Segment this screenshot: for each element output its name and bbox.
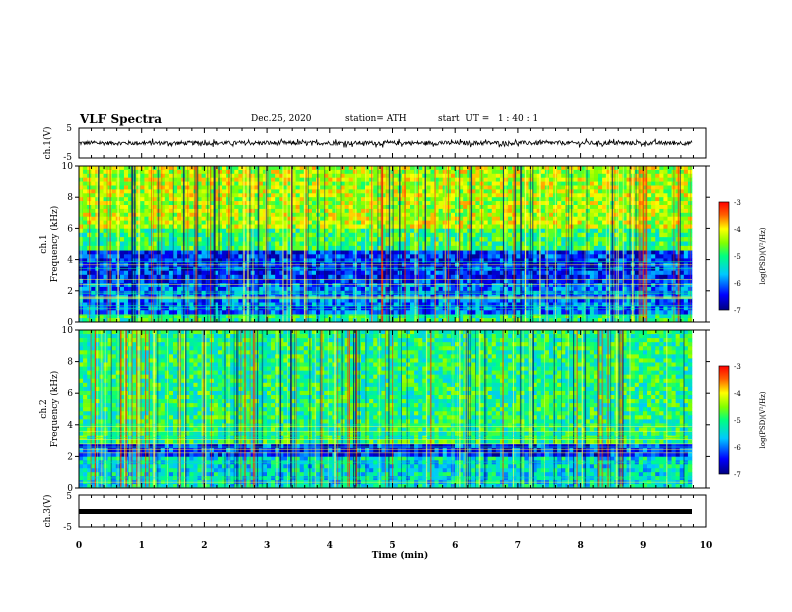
xtick-label: 3	[264, 541, 270, 551]
ch2-yticks: 0 2 4 6 8 10	[62, 326, 710, 494]
ytick-label: 4	[67, 421, 73, 431]
ch2-colorbar-ticks: -3 -4 -5 -6 -7	[734, 363, 741, 479]
time-axis-ticks: 0 1 2 3 4 5 6 7 8 9 10	[76, 541, 712, 551]
xtick-label: 10	[700, 541, 713, 551]
xtick-label: 4	[327, 541, 333, 551]
time-axis-label: Time (min)	[372, 550, 429, 561]
xtick-label: 7	[515, 541, 521, 551]
xtick-label: 2	[201, 541, 207, 551]
ch2-ylabel-freq: Frequency (kHz)	[49, 371, 60, 448]
ch3-waveform-panel: 5 -5 ch.3(V) 0 1 2 3 4 5 6 7 8 9 10 Time (min)	[42, 492, 712, 561]
ch1-waveform-trace	[78, 137, 693, 148]
xtick-label: 9	[640, 541, 646, 551]
ytick-label: 0	[67, 318, 73, 328]
ytick-label: 2	[67, 287, 73, 297]
ytick-label: 10	[62, 326, 74, 336]
xtick-label: 6	[452, 541, 458, 551]
ch1-waveform-panel: 5 -5 ch.1(V)	[42, 124, 707, 163]
ch2-spectrogram-image	[79, 330, 693, 489]
ytick-label: 6	[67, 389, 73, 399]
ch1-colorbar	[718, 201, 730, 311]
ch1-colorbar-ticks: -3 -4 -5 -6 -7	[734, 199, 741, 315]
ytick-label: 6	[67, 224, 73, 234]
ch2-spectrogram-panel: 0 2 4 6 8 10 ch.2 Frequency (kHz) -3 -4 -5 -6…	[39, 326, 767, 494]
ch1-ylabel: ch.1(V)	[42, 127, 53, 160]
ch3-ytick-bottom: -5	[63, 523, 72, 533]
xtick-label: 8	[577, 541, 583, 551]
station-label: station= ATH	[345, 114, 407, 124]
ch1-spectrogram-panel: 0 2 4 6 8 10 ch.1 Frequency (kHz) -3 -4 -5 -6…	[39, 162, 767, 328]
xtick-label: 0	[76, 541, 82, 551]
ytick-label: 4	[67, 256, 73, 266]
ch3-ylabel: ch.3(V)	[42, 495, 53, 528]
ch2-colorbar-label: log(PSD)(V²/Hz)	[759, 391, 767, 448]
ch1-ytick-bottom: -5	[63, 153, 72, 163]
ch1-yticks: 0 2 4 6 8 10	[62, 162, 710, 328]
xtick-label: 1	[139, 541, 145, 551]
ch2-colorbar	[718, 365, 730, 475]
ch3-waveform-trace	[79, 509, 692, 514]
ytick-label: 8	[67, 358, 73, 368]
ch1-ytick-top: 5	[66, 124, 72, 134]
ytick-label: 8	[67, 193, 73, 203]
ytick-label: 10	[62, 162, 74, 172]
ch2-ylabel-ch: ch.2	[39, 399, 49, 418]
ch1-colorbar-label: log(PSD)(V²/Hz)	[759, 227, 767, 284]
start-ut-label: start UT = 1 : 40 : 1	[438, 114, 539, 124]
ytick-label: 0	[67, 484, 73, 494]
date-label: Dec.25, 2020	[251, 114, 312, 124]
xtick-label: 5	[389, 541, 395, 551]
ytick-label: 2	[67, 452, 73, 462]
ch1-spectrogram-image	[79, 166, 693, 323]
ch1-ylabel-freq: Frequency (kHz)	[49, 206, 60, 283]
ch1-ylabel-ch: ch.1	[39, 234, 49, 253]
ch3-ytick-top: 5	[66, 492, 72, 502]
figure-title: VLF Spectra	[80, 112, 163, 126]
